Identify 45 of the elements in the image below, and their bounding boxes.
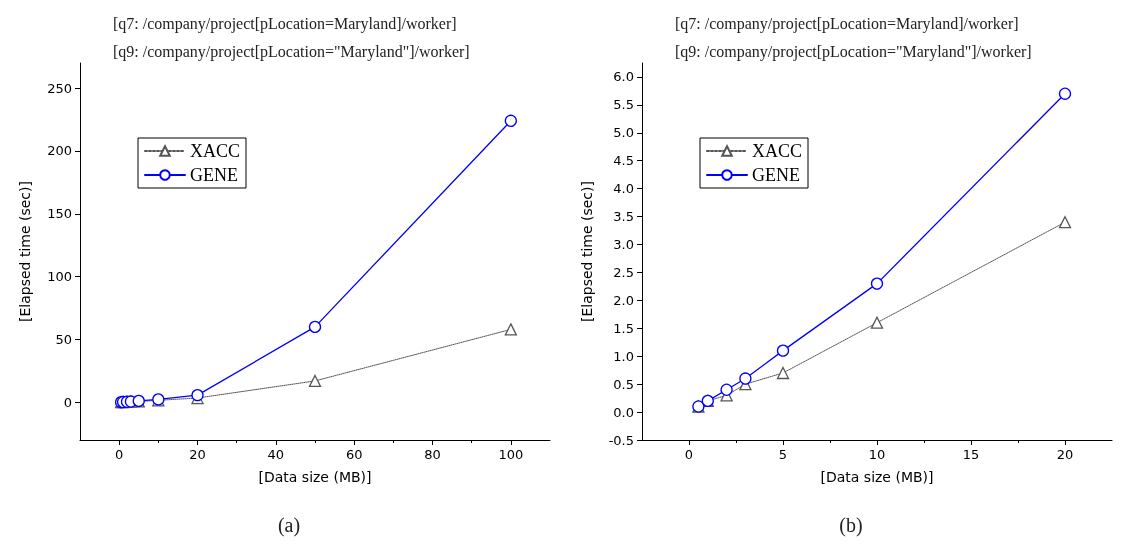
x-tick-label: 10 (868, 447, 886, 462)
y-tick-label: 5.5 (613, 97, 634, 113)
y-tick-label: 3.0 (613, 237, 634, 253)
y-tick-label: 150 (47, 206, 72, 222)
y-tick-label: 4.0 (613, 181, 634, 197)
y-tick-label: 200 (47, 143, 72, 159)
chart-title: [q7: /company/project[pLocation=Maryland]/worker] (113, 14, 457, 33)
y-tick-label: 3.5 (613, 209, 634, 225)
y-tick-label: 250 (47, 80, 72, 96)
x-tick-label: 20 (1056, 447, 1074, 462)
y-axis-title: [Elapsed time (sec)] (579, 181, 595, 322)
legend-label: GENE (190, 165, 238, 185)
chart-subtitle: [q9: /company/project[pLocation="Maryland"]/worker] (675, 42, 1032, 61)
y-tick-label: 5.0 (613, 125, 634, 141)
legend-label: XACC (752, 141, 803, 161)
x-tick-label: 20 (189, 447, 206, 462)
y-tick-label: 0.0 (613, 404, 634, 420)
x-axis-title: [Data size (MB)] (258, 469, 372, 485)
text: (b) (839, 514, 863, 537)
text: (a) (277, 514, 301, 537)
x-tick-label: 0 (115, 447, 124, 462)
y-tick-label: 100 (47, 269, 72, 285)
y-axis-title: [Elapsed time (sec)] (17, 181, 33, 322)
x-tick-label: 80 (424, 447, 441, 462)
y-tick-label: 6.0 (613, 69, 634, 85)
x-axis-title: [Data size (MB)] (820, 469, 934, 485)
x-tick-label: 5 (778, 447, 788, 462)
x-tick-label: 15 (962, 447, 980, 462)
y-tick-label: 1.5 (613, 320, 634, 336)
x-tick-label: 40 (267, 447, 285, 462)
y-tick-label: 0.5 (613, 376, 634, 392)
y-tick-label: 2.5 (613, 264, 634, 280)
y-tick-label: 4.5 (613, 153, 634, 169)
y-tick-label: 1.0 (613, 348, 634, 364)
y-tick-label: 0 (63, 394, 72, 410)
y-tick-label: 2.0 (613, 292, 634, 308)
x-tick-label: 60 (345, 447, 363, 462)
y-tick-label: -0.5 (608, 432, 634, 448)
legend-label: XACC (190, 141, 241, 161)
chart-title: [q7: /company/project[pLocation=Maryland]/worker] (675, 14, 1019, 33)
x-tick-label: 0 (684, 447, 694, 462)
x-tick-label: 100 (498, 447, 524, 462)
chart-subtitle: [q9: /company/project[pLocation="Maryland"]/worker] (113, 42, 470, 61)
y-tick-label: 50 (55, 331, 72, 347)
legend-label: GENE (752, 165, 800, 185)
